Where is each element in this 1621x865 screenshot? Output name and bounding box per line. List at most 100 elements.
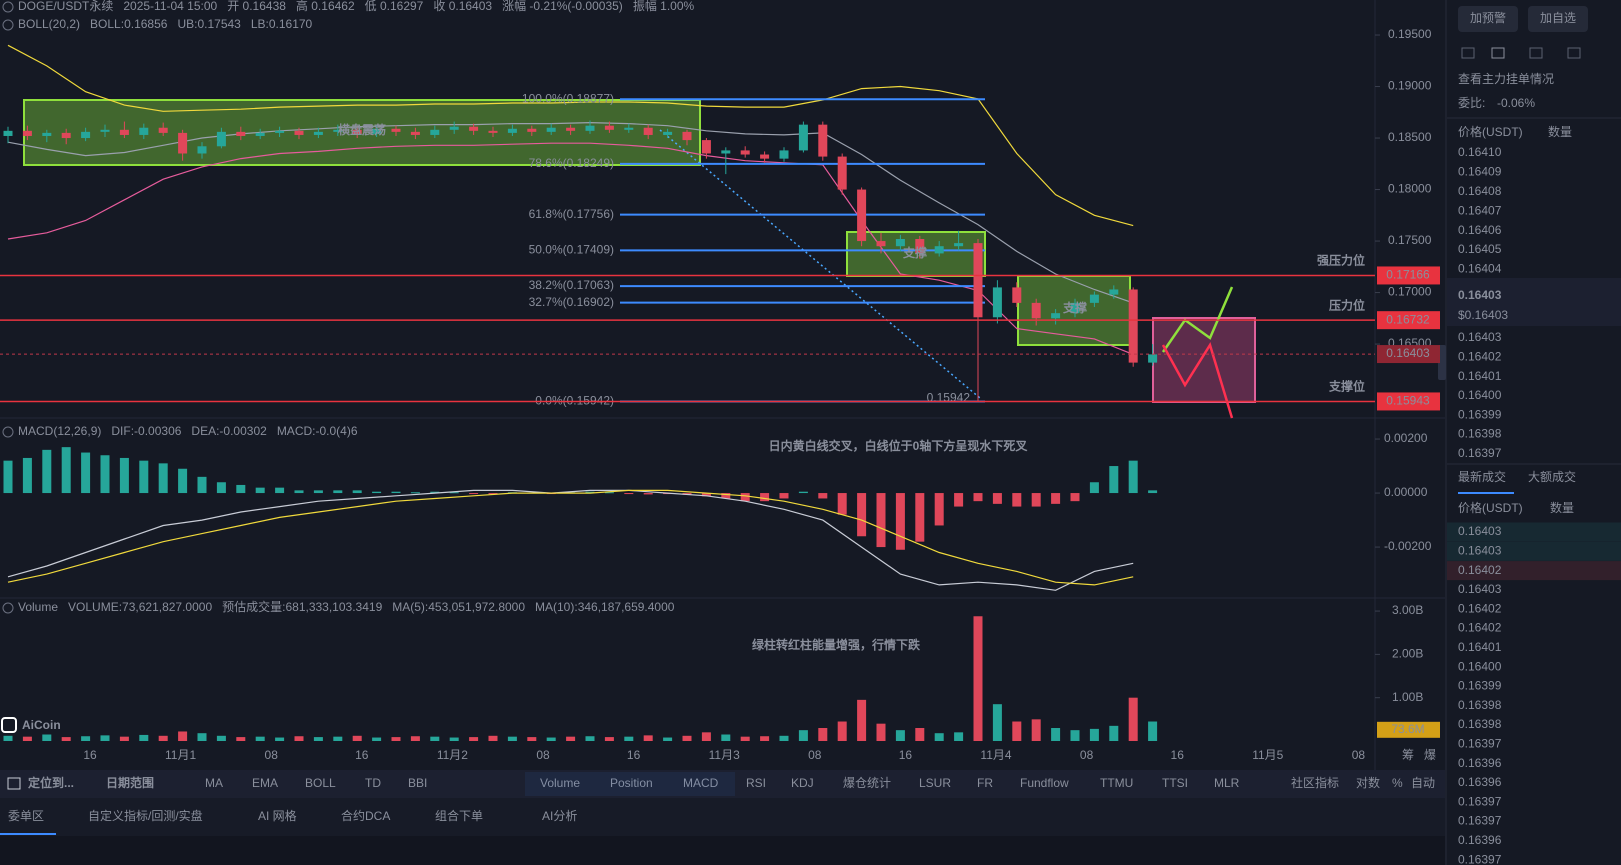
trade-price: 0.16398 (1458, 698, 1502, 712)
book-header: 价格(USDT) (1458, 124, 1523, 139)
volume-bar (876, 723, 886, 741)
tab[interactable]: 合约DCA (341, 808, 390, 823)
volume-bar (527, 737, 537, 741)
level-tag (1377, 392, 1440, 411)
toolbar-item[interactable]: 日期范围 (106, 775, 154, 790)
toolbar-item[interactable]: MACD (683, 776, 719, 790)
macd-bar (3, 460, 13, 494)
tab[interactable]: 委单区 (8, 809, 44, 823)
tab[interactable]: 组合下单 (435, 808, 483, 823)
y-tick-label: 0.19000 (1388, 79, 1432, 93)
candle-body (430, 129, 440, 135)
ask-price: 0.16406 (1458, 223, 1502, 237)
volume-info: MA(10):346,187,659.4000 (535, 600, 675, 614)
toolbar-item[interactable]: 对数 (1356, 775, 1380, 790)
volume-bar (779, 735, 789, 741)
toolbar-item[interactable]: LSUR (919, 776, 951, 790)
trade-header: 价格(USDT) (1458, 500, 1523, 515)
volume-bar (1051, 728, 1061, 741)
toolbar-item[interactable]: TTMU (1100, 776, 1133, 790)
toolbar-item[interactable]: 自动 (1411, 776, 1435, 790)
current-price-tag (1377, 345, 1440, 364)
macd-bar (449, 492, 459, 494)
y-tick-label: 0.00200 (1384, 431, 1428, 445)
alert-icon[interactable] (2, 602, 14, 614)
trade-highlight (1447, 541, 1621, 561)
toolbar-icon[interactable] (7, 777, 21, 790)
toolbar-item[interactable]: 定位到... (28, 775, 74, 790)
level-tag (1377, 266, 1440, 285)
ask-price: 0.16405 (1458, 242, 1502, 256)
candle-body (760, 154, 770, 159)
toolbar-item[interactable]: Fundflow (1020, 776, 1069, 790)
panel-button-label[interactable]: 加预警 (1470, 10, 1506, 25)
fib-label: 50.0%(0.17409) (529, 243, 614, 257)
macd-info: MACD(12,26,9) (18, 424, 101, 438)
bid-price: 0.16397 (1458, 446, 1502, 460)
panel-icon[interactable] (1461, 47, 1475, 59)
indicator-toolbar (0, 770, 1445, 798)
panel-button-label[interactable]: 加自选 (1540, 11, 1576, 25)
toolbar-item[interactable]: BBI (408, 776, 427, 790)
candle-body (818, 124, 828, 157)
macd-bar (1031, 493, 1041, 507)
tab[interactable]: AI 网格 (258, 808, 297, 823)
trade-tab[interactable]: 最新成交 (1458, 469, 1506, 484)
fib-label: 100.0%(0.18877) (522, 91, 614, 105)
ratio-value: -0.06% (1497, 96, 1535, 110)
toolbar-item[interactable]: TD (365, 776, 381, 790)
volume-bar (837, 721, 847, 741)
volume-bar (449, 737, 459, 741)
bull-path (1161, 286, 1234, 353)
candle-body (1070, 302, 1080, 314)
candle-body (42, 132, 52, 136)
level-tag-label: 0.17166 (1386, 268, 1430, 282)
trade-price: 0.16396 (1458, 775, 1502, 789)
toolbar-item[interactable]: EMA (252, 776, 278, 790)
panel-button[interactable] (1528, 6, 1588, 32)
toolbar-item[interactable]: KDJ (791, 776, 814, 790)
toolbar-item[interactable]: % (1392, 776, 1403, 790)
bid-price: 0.16400 (1458, 388, 1502, 402)
tab[interactable]: AI分析 (542, 809, 577, 823)
axis-icon[interactable]: 筹 (1402, 748, 1414, 762)
axis-icon[interactable]: 爆 (1424, 748, 1436, 762)
toolbar-item[interactable]: MA (205, 776, 223, 790)
panel-icon[interactable] (1567, 47, 1581, 59)
macd-bar (1012, 493, 1022, 507)
tab-bar (0, 798, 1445, 836)
bid-price: 0.16398 (1458, 427, 1502, 441)
toolbar-item[interactable]: MLR (1214, 776, 1240, 790)
toolbar-item[interactable]: Volume (540, 776, 580, 790)
panel-icon[interactable] (1529, 47, 1543, 59)
macd-bar (857, 493, 867, 537)
dif-line (7, 489, 1134, 591)
volume-bar (333, 736, 343, 741)
panel-button[interactable] (1458, 6, 1518, 32)
volume-bar (566, 736, 576, 741)
toolbar-item[interactable]: TTSI (1162, 776, 1188, 790)
y-tick-label: 0.19500 (1388, 27, 1432, 41)
volume-bar (1148, 721, 1158, 741)
alert-icon[interactable] (2, 19, 14, 31)
toolbar-item[interactable]: 爆仓统计 (843, 776, 891, 790)
volume-bar (643, 735, 653, 741)
trade-tab[interactable]: 大额成交 (1528, 469, 1576, 484)
candle-body (992, 287, 1002, 318)
toolbar-item[interactable]: RSI (746, 776, 766, 790)
candle-body (391, 128, 401, 132)
alert-icon[interactable] (2, 426, 14, 438)
volume-bar (604, 737, 614, 741)
volume-bar (818, 728, 828, 741)
toolbar-item[interactable]: Position (610, 776, 653, 790)
toolbar-item[interactable]: 社区指标 (1291, 775, 1339, 790)
depth-title[interactable]: 查看主力挂单情况 (1458, 72, 1554, 86)
tab[interactable]: 自定义指标/回测/实盘 (88, 808, 203, 823)
trade-price: 0.16403 (1458, 543, 1502, 557)
alert-icon[interactable] (2, 1, 14, 13)
toolbar-item[interactable]: FR (977, 776, 993, 790)
macd-bar (624, 493, 634, 495)
panel-icon[interactable] (1491, 47, 1505, 59)
toolbar-item[interactable]: BOLL (305, 776, 336, 790)
